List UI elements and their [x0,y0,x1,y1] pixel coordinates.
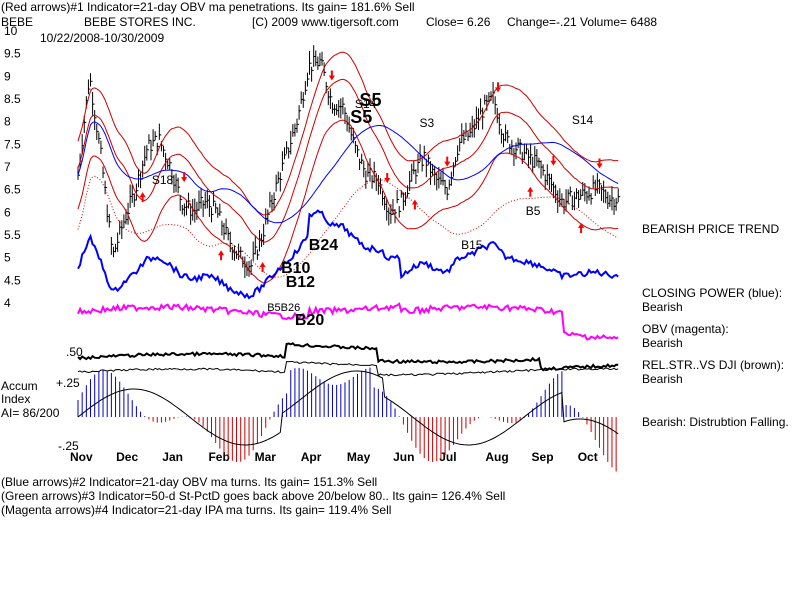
change-value: Change=-.21 [507,15,577,29]
price-trend-label: BEARISH PRICE TREND [642,222,780,236]
ticker-label: BEBE [1,15,34,29]
x-tick-label: Dec [116,450,138,464]
signal-label: S5 [350,107,372,127]
accum-title: Accum [1,379,38,393]
footer-green-arrows: (Green arrows)#3 Indicator=50-d St-PctD … [1,489,506,503]
copyright-label: [C) 2009 www.tigersoft.com [252,15,399,29]
company-name: BEBE STORES INC. [84,15,196,29]
x-tick-label: Jun [393,450,414,464]
signal-label: S14 [355,97,377,111]
y-tick-label: 4.5 [4,273,21,287]
signal-label: S3 [420,116,435,130]
closing-power-title: CLOSING POWER (blue): [642,286,783,300]
signal-label: B20 [295,312,324,329]
close-value: Close= 6.26 [426,15,491,29]
signal-label: B24 [309,237,338,254]
y-tick-label: 8.5 [4,92,21,106]
rs-plus50-label: .50 [66,345,83,359]
upper-band [77,51,619,216]
accum-ma-line [77,370,619,446]
signal-arrow [139,192,146,203]
signal-arrow [328,70,335,81]
signal-arrows [139,70,603,272]
indicators [77,209,619,377]
signal-label: B12 [286,274,315,291]
signal-arrow [181,172,188,183]
ma50-line [77,121,619,224]
obv-value: Bearish [642,336,683,350]
footer-magenta-arrows: (Magenta arrows)#4 Indicator=21-day IPA … [1,503,392,517]
y-tick-label: 5.5 [4,228,21,242]
closing-power-line [77,209,619,300]
x-tick-label: Oct [578,450,598,464]
rel-strength-title: REL.STR..VS DJI (brown): [642,358,785,372]
y-tick-label: 6 [4,205,11,219]
header-indicator-line: (Red arrows)#1 Indicator=21-day OBV ma p… [1,0,415,14]
price-bars [77,45,621,279]
accum-ai-value: AI= 86/200 [1,406,60,420]
signal-arrow [218,250,225,261]
y-tick-label: 9.5 [4,47,21,61]
signal-arrow [550,155,557,166]
obv-line [77,302,619,341]
date-range: 10/22/2008-10/30/2009 [40,31,165,45]
signal-arrow [527,186,534,197]
y-tick-label: 7 [4,160,11,174]
signal-label: B15 [461,238,483,252]
x-tick-label: Apr [301,450,322,464]
signal-label: S5 [360,90,382,110]
signal-arrow [259,262,266,272]
volume-value: Volume= 6488 [580,15,658,29]
y-tick-label: 6.5 [4,183,21,197]
x-tick-label: Jul [439,450,456,464]
signal-label: B5B26 [267,302,300,314]
x-tick-label: Jan [162,450,183,464]
rel-strength-value: Bearish [642,372,683,386]
accum-index-title: Index [1,392,31,406]
y-tick-label: 9 [4,69,11,83]
signal-arrow [578,223,585,234]
signal-label: S18 [152,173,174,187]
y-tick-label: 8 [4,115,11,129]
y-tick-label: 7.5 [4,137,21,151]
accum-status: Bearish: Distrubtion Falling. [642,415,789,429]
footer-blue-arrows: (Blue arrows)#2 Indicator=21-day OBV ma … [1,475,378,489]
closing-power-value: Bearish [642,300,683,314]
y-tick-label: 5 [4,251,11,265]
accum-minus25-label: -.25 [58,439,79,453]
signal-arrow [411,199,418,210]
x-axis-ticks: Nov Dec Jan Feb Mar Apr May Jun Jul Aug Sep Oct [70,450,598,464]
signal-label: B5 [526,204,541,218]
signal-arrow [444,156,451,167]
bollinger-bands [77,51,619,284]
rel-strength-ma [77,360,619,377]
y-tick-label: 10 [4,24,18,38]
x-tick-label: Mar [255,450,277,464]
x-tick-label: May [347,450,371,464]
y-axis-ticks: 10 9.5 9 8.5 8 7.5 7 6.5 6 5.5 5 4.5 4 [4,24,21,310]
x-tick-label: Sep [532,450,554,464]
accum-index-histogram [77,367,619,472]
accum-plus25-label: +.25 [56,376,80,390]
lower-dotted [77,175,619,278]
x-tick-label: Nov [70,450,93,464]
signal-arrow [384,172,391,183]
x-tick-label: Feb [208,450,229,464]
signal-arrow [495,82,501,93]
lower-band [77,119,619,284]
y-tick-label: 4 [4,296,11,310]
rel-strength-line [77,342,619,372]
signal-arrow [596,158,603,169]
signal-label: S14 [572,113,594,127]
signal-label: B10 [281,260,310,277]
obv-title: OBV (magenta): [642,322,729,336]
x-tick-label: Aug [485,450,508,464]
ma21-line [77,78,619,243]
